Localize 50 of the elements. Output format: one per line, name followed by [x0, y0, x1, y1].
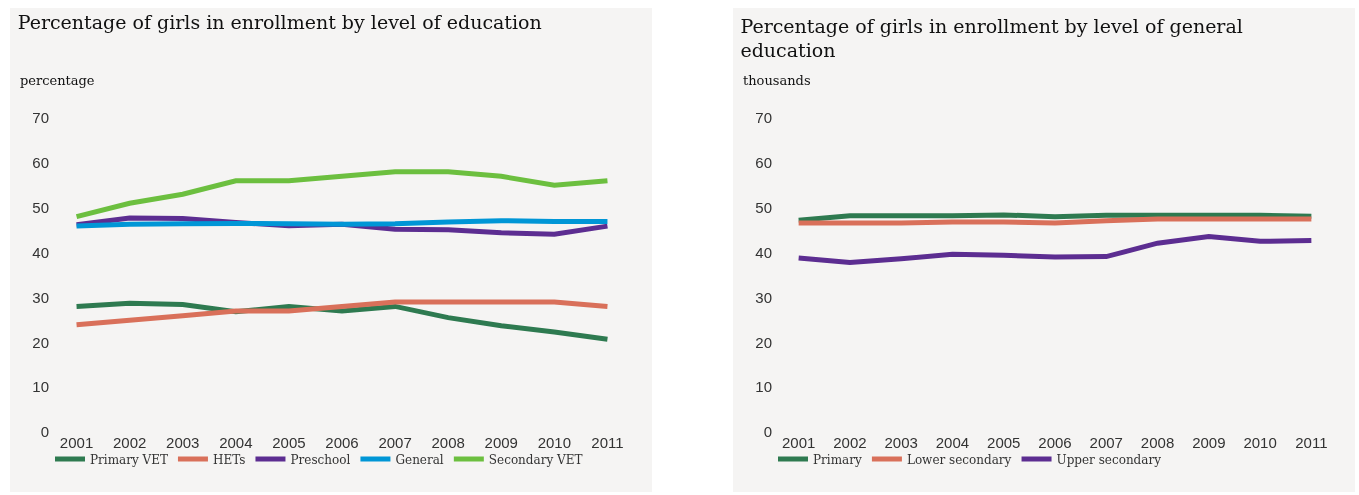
y-tick-label: 0	[763, 423, 772, 441]
x-tick-label: 2008	[1140, 434, 1175, 451]
y-tick-label: 50	[755, 198, 772, 216]
y-axis-title: thousands	[743, 73, 811, 88]
y-tick-label: 0	[40, 423, 49, 441]
x-tick-label: 2005	[272, 434, 306, 451]
legend-label: Preschool	[290, 452, 351, 467]
legend-label: General	[395, 452, 444, 467]
y-tick-label: 40	[755, 243, 772, 261]
y-tick-label: 10	[755, 378, 772, 396]
x-tick-label: 2005	[987, 434, 1021, 451]
chart-title: Percentage of girls in enrollment by level of general education	[740, 14, 1243, 62]
y-tick-label: 50	[32, 198, 49, 216]
legend-label: Lower secondary	[906, 452, 1012, 467]
x-tick-label: 2011	[1295, 434, 1328, 451]
legend-label: Secondary VET	[488, 452, 583, 467]
chart-title: Percentage of girls in enrollment by level of education	[17, 10, 542, 33]
legend-label: Primary	[813, 452, 862, 467]
x-tick-label: 2007	[1089, 434, 1123, 451]
x-tick-label: 2006	[1038, 434, 1072, 451]
y-tick-label: 70	[32, 109, 49, 127]
x-tick-label: 2002	[833, 434, 867, 451]
y-tick-label: 60	[755, 154, 772, 172]
x-tick-label: 2008	[431, 434, 465, 451]
x-tick-label: 2009	[1192, 434, 1226, 451]
x-tick-label: 2011	[591, 434, 624, 451]
y-tick-label: 40	[32, 243, 49, 261]
legend-label: HETs	[212, 452, 246, 467]
x-tick-label: 2004	[935, 434, 970, 451]
y-tick-label: 60	[32, 154, 49, 172]
x-tick-label: 2007	[378, 434, 412, 451]
x-tick-label: 2004	[219, 434, 253, 451]
x-tick-label: 2001	[59, 434, 94, 451]
legend-label: Upper secondary	[1056, 452, 1162, 467]
x-tick-label: 2002	[112, 434, 147, 451]
y-tick-label: 10	[32, 378, 49, 396]
y-tick-label: 20	[755, 333, 772, 351]
x-tick-label: 2003	[166, 434, 200, 451]
x-tick-label: 2001	[781, 434, 816, 451]
legend-label: Primary VET	[90, 452, 168, 467]
y-tick-label: 70	[755, 109, 772, 127]
x-tick-label: 2003	[884, 434, 918, 451]
y-tick-label: 20	[32, 333, 49, 351]
y-tick-label: 30	[755, 288, 772, 306]
y-tick-label: 30	[32, 288, 49, 306]
x-tick-label: 2009	[484, 434, 518, 451]
x-tick-label: 2006	[325, 434, 359, 451]
x-tick-label: 2010	[1243, 434, 1277, 451]
x-tick-label: 2010	[537, 434, 572, 451]
y-axis-title: percentage	[20, 73, 95, 88]
